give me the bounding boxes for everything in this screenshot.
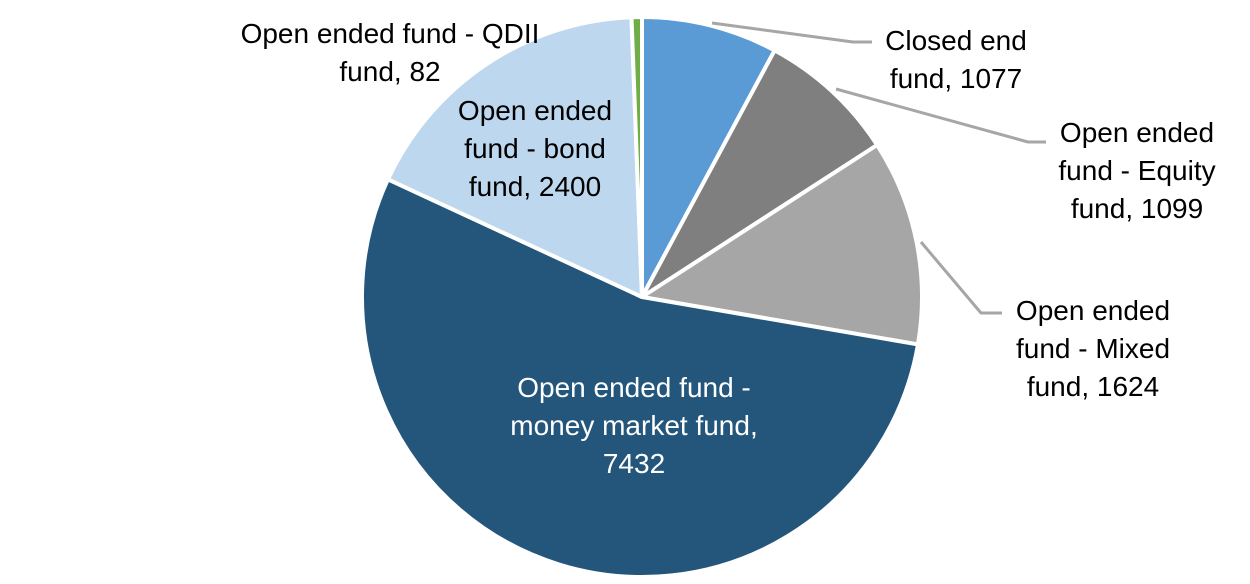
- data-label-money-market-fund: Open ended fund - money market fund, 743…: [510, 369, 757, 483]
- data-label-bond-fund: Open ended fund - bond fund, 2400: [458, 92, 612, 206]
- pie-slice-open-ended-fund-money-market-fund: [360, 177, 920, 579]
- pie-slice-open-ended-fund-equity-fund: [640, 48, 880, 299]
- data-label-qdii-fund: Open ended fund - QDII fund, 82: [241, 15, 540, 91]
- data-label-line: money market fund,: [510, 410, 758, 441]
- data-label-line: Closed end: [885, 25, 1027, 56]
- data-label-mixed-fund: Open ended fund - Mixed fund, 1624: [1016, 292, 1170, 406]
- data-label-line: 7432: [602, 448, 666, 479]
- data-label-line: fund, 1077: [889, 63, 1023, 94]
- data-label-line: fund - Mixed: [1015, 333, 1171, 364]
- leader-line-mixed-fund: [919, 241, 1002, 315]
- pie-slice-open-ended-fund-qdii-fund: [629, 15, 644, 299]
- data-label-line: Open ended: [1015, 295, 1171, 326]
- pie-slice-closed-end-fund: [640, 15, 777, 299]
- leader-line-equity-fund: [835, 87, 1046, 144]
- data-label-line: Open ended: [1059, 117, 1215, 148]
- data-label-line: fund, 82: [339, 56, 441, 87]
- data-label-line: Open ended: [457, 95, 613, 126]
- data-label-line: fund, 2400: [468, 171, 602, 202]
- data-label-line: fund, 1099: [1070, 193, 1204, 224]
- leader-line-closed-end-fund: [711, 21, 872, 44]
- data-label-line: fund - Equity: [1058, 155, 1216, 186]
- data-label-line: Open ended fund - QDII: [240, 18, 540, 49]
- data-label-equity-fund: Open ended fund - Equity fund, 1099: [1058, 114, 1215, 228]
- data-label-closed-end-fund: Closed end fund, 1077: [885, 22, 1027, 98]
- data-label-line: fund - bond: [464, 133, 606, 164]
- pie-slice-open-ended-fund-mixed-fund: [640, 143, 924, 347]
- pie-slice-open-ended-fund-bond-fund: [385, 15, 644, 299]
- data-label-line: fund, 1624: [1026, 371, 1160, 402]
- data-label-line: Open ended fund -: [517, 372, 751, 403]
